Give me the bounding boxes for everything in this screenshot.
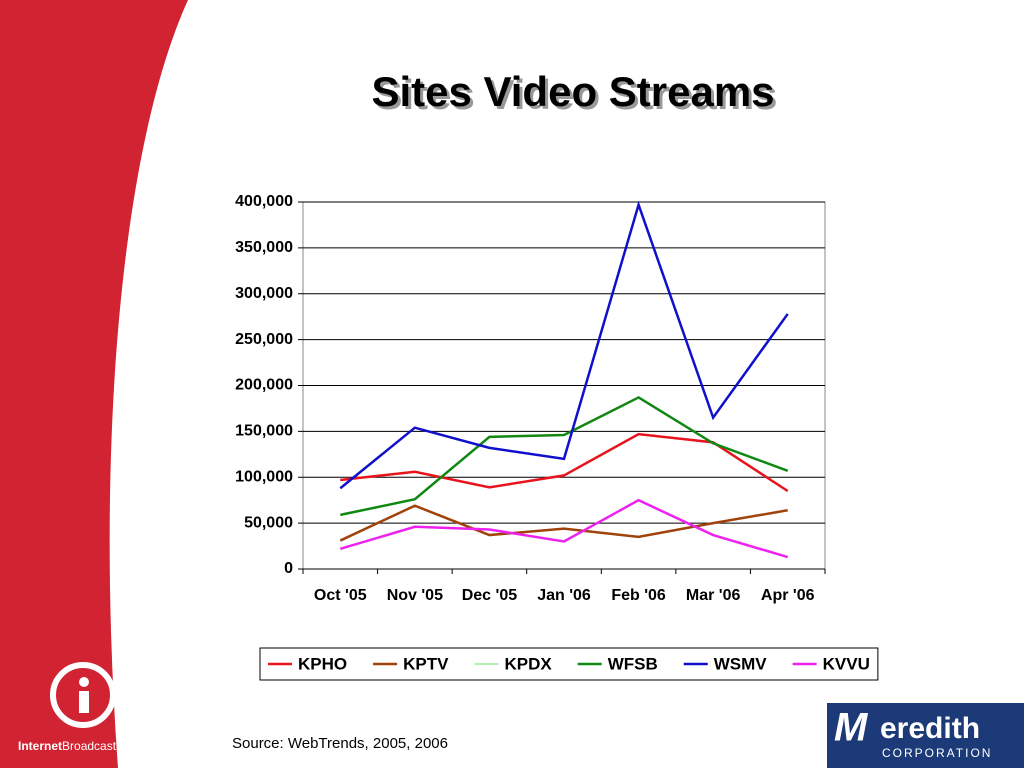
x-tick-label: Feb '06 bbox=[611, 587, 666, 604]
legend-box bbox=[259, 647, 879, 681]
x-tick-label: Oct '05 bbox=[314, 587, 367, 604]
y-tick-label: 150,000 bbox=[235, 423, 293, 440]
series-line bbox=[339, 504, 788, 542]
legend-label: KVVU bbox=[823, 654, 870, 673]
y-tick-label: 350,000 bbox=[235, 239, 293, 256]
legend-label: WSMV bbox=[714, 654, 768, 673]
chart-title: Sites Video Streams bbox=[371, 68, 774, 115]
y-tick-label: 400,000 bbox=[235, 193, 293, 210]
meredith-logo bbox=[827, 703, 1024, 768]
logo-dot bbox=[79, 677, 89, 687]
legend-label: KPTV bbox=[403, 654, 449, 673]
logo-name: eredith bbox=[880, 712, 980, 745]
y-tick-label: 0 bbox=[284, 560, 293, 577]
x-tick-label: Dec '05 bbox=[462, 587, 518, 604]
x-tick-label: Mar '06 bbox=[686, 587, 741, 604]
series-line bbox=[340, 395, 789, 517]
logo-text: InternetBroadcasting bbox=[18, 739, 132, 753]
x-tick-label: Jan '06 bbox=[537, 587, 591, 604]
x-tick-label: Nov '05 bbox=[387, 587, 443, 604]
source-note: Source: WebTrends, 2005, 2006 bbox=[232, 735, 448, 752]
title-shadow: Sites Video Streams bbox=[374, 71, 777, 118]
y-tick-label: 250,000 bbox=[235, 331, 293, 348]
red-panel bbox=[0, 0, 188, 768]
y-tick-label: 300,000 bbox=[235, 285, 293, 302]
legend-label: KPDX bbox=[504, 654, 552, 673]
legend-label: KPHO bbox=[298, 654, 347, 673]
logo-bar bbox=[79, 691, 89, 713]
y-tick-label: 50,000 bbox=[244, 514, 293, 531]
logo-initial: M bbox=[834, 706, 869, 750]
series-line bbox=[339, 498, 789, 559]
logo-sub: CORPORATION bbox=[882, 746, 992, 760]
x-tick-label: Apr '06 bbox=[761, 587, 815, 604]
y-tick-label: 100,000 bbox=[235, 468, 293, 485]
legend-label: WFSB bbox=[608, 654, 658, 673]
logo-ring bbox=[50, 662, 116, 728]
series-line bbox=[340, 432, 789, 493]
y-tick-label: 200,000 bbox=[235, 377, 293, 394]
series-line bbox=[339, 200, 789, 490]
